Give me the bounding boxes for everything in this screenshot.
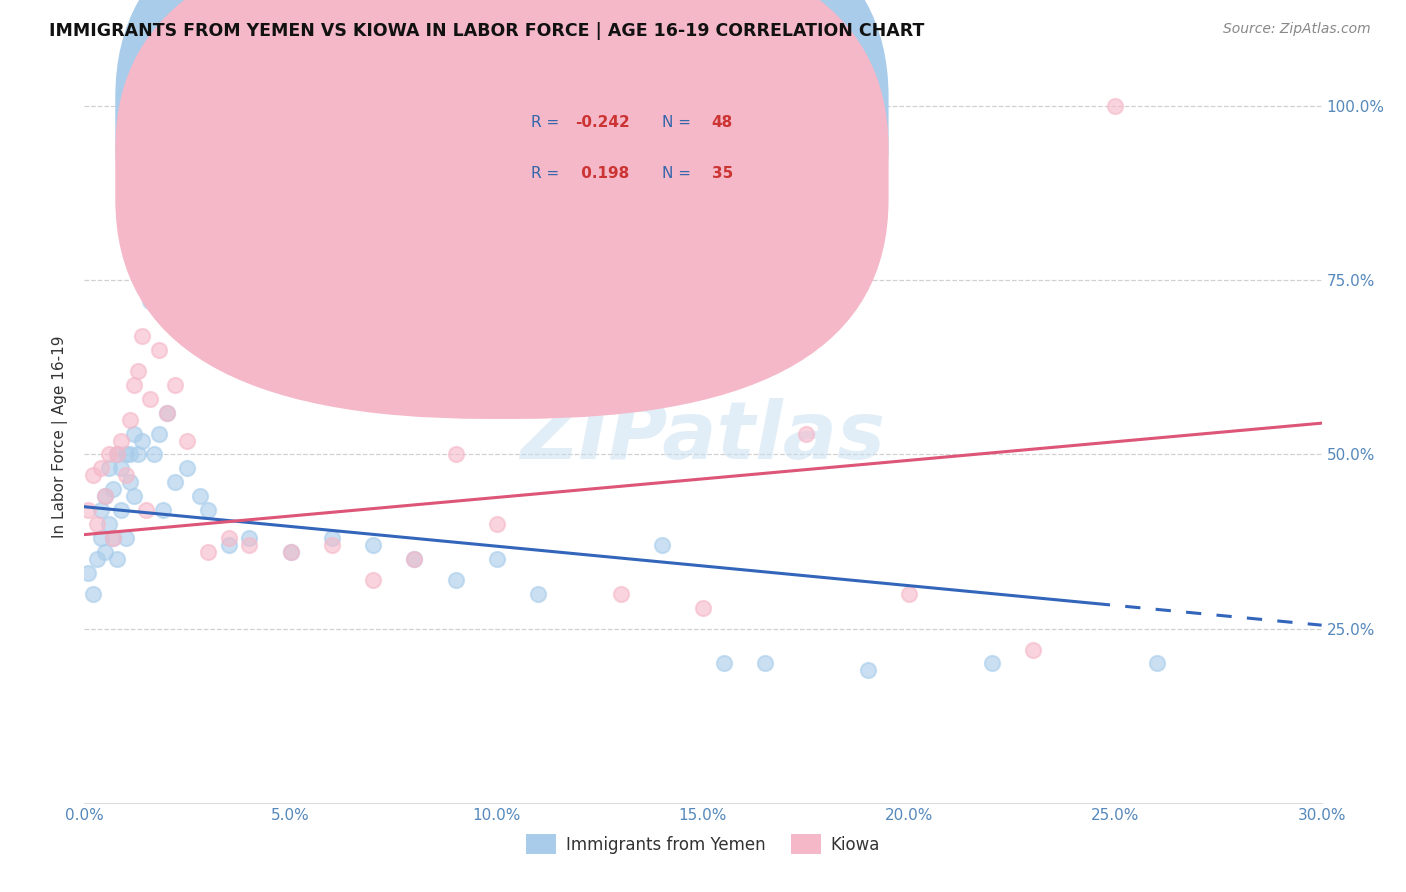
Text: Source: ZipAtlas.com: Source: ZipAtlas.com [1223,22,1371,37]
Point [122,377,145,392]
Point [692,600,714,615]
Point [139,392,162,406]
Point [114,468,136,483]
Point [794,426,817,441]
Point [94,489,117,503]
Point [86,517,108,532]
Point [77,503,100,517]
Point [444,448,467,462]
Point [131,434,153,448]
Point [188,489,211,503]
Point [110,434,132,448]
Point [444,573,467,587]
Point [114,448,136,462]
Point [238,538,260,552]
Point [156,406,179,420]
Point [152,503,174,517]
Point [98,448,121,462]
Point [165,475,187,490]
Point [90,531,112,545]
Point [139,294,162,309]
FancyBboxPatch shape [115,0,889,368]
Point [148,343,170,357]
Point [980,657,1002,671]
Point [82,468,104,483]
Point [485,552,508,566]
Point [103,531,125,545]
Point [197,503,219,517]
Point [527,587,550,601]
Point [118,475,141,490]
Text: R =: R = [531,167,564,181]
Point [135,252,157,267]
Point [485,517,508,532]
Point [103,531,125,545]
Point [122,489,145,503]
Point [165,377,187,392]
Point [105,552,128,566]
Point [127,448,149,462]
Point [321,531,343,545]
Point [156,406,179,420]
Point [651,538,673,552]
Y-axis label: In Labor Force | Age 16-19: In Labor Force | Age 16-19 [52,335,67,539]
Point [82,587,104,601]
Point [148,426,170,441]
Point [404,552,426,566]
Point [280,545,302,559]
Point [404,552,426,566]
Point [321,538,343,552]
Legend: Immigrants from Yemen, Kiowa: Immigrants from Yemen, Kiowa [519,828,887,860]
Point [197,545,219,559]
FancyBboxPatch shape [115,0,889,419]
FancyBboxPatch shape [468,86,814,211]
Point [110,503,132,517]
Text: IMMIGRANTS FROM YEMEN VS KIOWA IN LABOR FORCE | AGE 16-19 CORRELATION CHART: IMMIGRANTS FROM YEMEN VS KIOWA IN LABOR … [49,22,925,40]
Point [94,545,117,559]
Point [127,364,149,378]
Text: -0.242: -0.242 [575,115,630,130]
Point [609,587,631,601]
Point [86,552,108,566]
Point [98,517,121,532]
Point [98,461,121,475]
Point [118,412,141,426]
Text: 48: 48 [711,115,733,130]
Point [90,461,112,475]
Point [122,426,145,441]
Point [898,587,921,601]
Point [131,329,153,343]
Point [361,573,384,587]
Text: ZIPatlas: ZIPatlas [520,398,886,476]
Point [143,448,166,462]
Point [1022,642,1045,657]
Point [176,434,198,448]
Point [118,448,141,462]
Text: N =: N = [662,167,696,181]
Point [90,503,112,517]
Point [77,566,100,580]
Point [103,483,125,497]
Text: R =: R = [531,115,564,130]
Point [856,664,879,678]
Point [361,538,384,552]
Point [1104,99,1126,113]
Text: 35: 35 [711,167,733,181]
Point [176,461,198,475]
Point [114,531,136,545]
Point [238,531,260,545]
Point [110,461,132,475]
Point [754,657,776,671]
Point [94,489,117,503]
Point [135,503,157,517]
Text: 0.198: 0.198 [575,167,628,181]
Point [105,448,128,462]
Point [280,545,302,559]
Point [218,531,240,545]
Point [1146,657,1168,671]
Point [713,657,735,671]
Point [105,448,128,462]
Text: N =: N = [662,115,696,130]
Point [218,538,240,552]
